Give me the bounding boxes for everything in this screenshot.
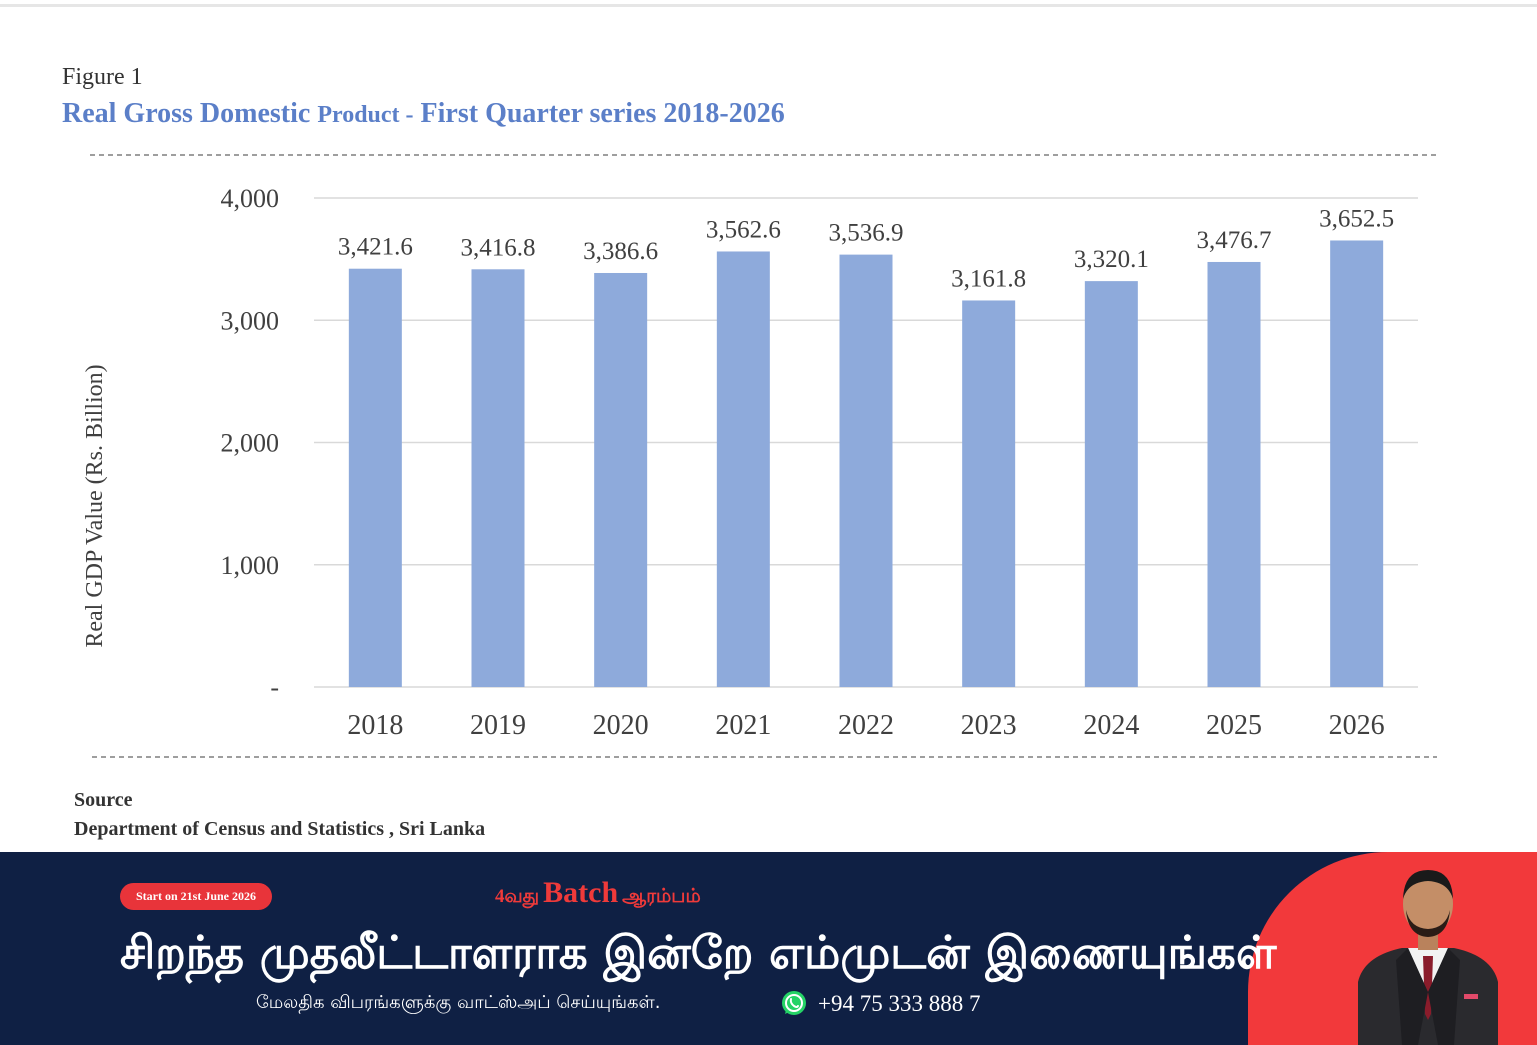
bar — [348, 268, 402, 687]
y-axis-label: Real GDP Value (Rs. Billion) — [82, 364, 108, 647]
banner-subline: மேலதிக விபரங்களுக்கு வாட்ஸ்அப் செய்யுங்க… — [256, 992, 661, 1013]
y-tick-labels: - 1,000 2,000 3,000 4,000 — [221, 184, 280, 702]
value-label: 3,421.6 — [338, 234, 413, 261]
value-label: 3,562.6 — [706, 216, 781, 243]
source-heading: Source — [74, 789, 133, 811]
value-label: 3,476.7 — [1197, 227, 1272, 254]
y-tick-label: 4,000 — [221, 184, 280, 213]
y-tick-label: 1,000 — [221, 551, 280, 580]
x-tick-label: 2024 — [1083, 710, 1139, 741]
figure-title-main: Real Gross Domestic — [62, 98, 311, 129]
x-tick-label: 2021 — [715, 710, 771, 741]
bar — [594, 272, 648, 687]
bar — [1330, 240, 1384, 687]
figure-title-small: Product - — [317, 102, 414, 128]
x-tick-label: 2026 — [1329, 710, 1385, 741]
bars — [348, 240, 1384, 687]
value-label: 3,416.8 — [461, 234, 536, 261]
x-tick-label: 2019 — [470, 710, 526, 741]
bar — [716, 251, 770, 687]
bar — [962, 300, 1016, 687]
figure-title-rest: First Quarter series 2018-2026 — [420, 98, 785, 129]
value-label: 3,386.6 — [583, 238, 658, 265]
source-text: Department of Census and Statistics , Sr… — [74, 818, 486, 840]
x-tick-label: 2018 — [347, 710, 403, 741]
y-tick-label: - — [270, 673, 279, 702]
whatsapp-icon[interactable] — [780, 989, 808, 1017]
figure-title: Real Gross Domestic Product - First Quar… — [62, 98, 785, 130]
presenter-portrait — [1358, 870, 1498, 1045]
x-tick-label: 2023 — [961, 710, 1017, 741]
start-date-pill: Start on 21st June 2026 — [120, 883, 273, 910]
x-tick-label: 2025 — [1206, 710, 1262, 741]
bar — [471, 269, 525, 687]
banner-headline: சிறந்த முதலீட்டாளராக இன்றே எம்முடன் இணைய… — [120, 926, 1277, 979]
gdp-bar-chart: 3,421.6 3,416.8 3,386.6 3,562.6 3,536.9 3,161… — [82, 154, 1437, 758]
x-tick-label: 2020 — [593, 710, 649, 741]
whatsapp-phone-number[interactable]: +94 75 333 888 7 — [818, 991, 981, 1016]
batch-prefix: 4வது — [495, 886, 540, 907]
value-label: 3,536.9 — [829, 220, 904, 247]
batch-main: Batch — [543, 876, 619, 909]
batch-announcement: 4வது Batch ஆரம்பம் — [495, 876, 701, 910]
bar — [1084, 281, 1138, 687]
y-tick-label: 3,000 — [221, 306, 280, 335]
top-rule — [0, 4, 1537, 7]
bar — [839, 254, 893, 687]
bar — [1207, 261, 1261, 687]
batch-suffix: ஆரம்பம் — [622, 886, 701, 907]
value-label: 3,161.8 — [951, 265, 1026, 292]
source-block: Source Department of Census and Statisti… — [74, 786, 485, 844]
promo-banner: Start on 21st June 2026 4வது Batch ஆரம்ப… — [0, 852, 1537, 1045]
x-tick-labels: 2018 2019 2020 2021 2022 2023 2024 2025 2026 — [347, 710, 1384, 741]
value-label: 3,652.5 — [1319, 205, 1394, 232]
x-tick-label: 2022 — [838, 710, 894, 741]
value-label: 3,320.1 — [1074, 246, 1149, 273]
figure-label: Figure 1 — [62, 64, 143, 90]
value-labels: 3,421.6 3,416.8 3,386.6 3,562.6 3,536.9 3,161… — [338, 205, 1394, 292]
y-tick-label: 2,000 — [221, 429, 280, 458]
